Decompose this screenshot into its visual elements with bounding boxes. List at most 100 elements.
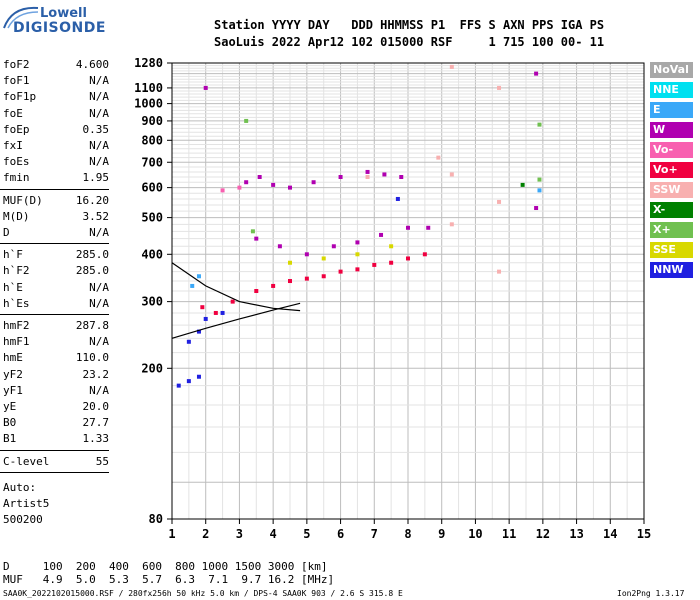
distance-row: D 100 200 400 600 800 1000 1500 3000 [km… (3, 560, 328, 573)
parameter-row: hmE 110.0 (3, 351, 109, 367)
muf-row: MUF 4.9 5.0 5.3 5.7 6.3 7.1 9.7 16.2 [MH… (3, 573, 335, 586)
parameter-value: 4.600 (75, 58, 109, 71)
echo-point (389, 260, 394, 265)
legend-item: NNW (650, 262, 693, 278)
parameter-row: hmF1 N/A (3, 335, 109, 351)
x-tick-label: 3 (236, 527, 243, 541)
echo-point (271, 283, 276, 288)
echo-point (372, 262, 377, 267)
y-tick-label: 80 (149, 512, 163, 526)
parameter-row: fxI N/A (3, 139, 109, 155)
parameter-label: foEs (3, 155, 30, 169)
parameter-row: yE 20.0 (3, 400, 109, 416)
y-tick-label: 1100 (134, 81, 163, 95)
station-header-values: SaoLuis 2022 Apr12 102 015000 RSF 1 715 … (214, 35, 605, 49)
y-tick-label: 1000 (134, 97, 163, 111)
legend-item: Vo+ (650, 162, 693, 178)
echo-point (338, 269, 343, 274)
parameter-row: fmin 1.95 (3, 171, 109, 187)
echo-point (406, 225, 410, 230)
parameter-value: 1.95 (82, 171, 110, 185)
parameter-value: 27.7 (82, 416, 110, 430)
logo-lowell-text: Lowell (40, 6, 87, 21)
chart-axes (167, 62, 645, 524)
echo-point (426, 225, 431, 230)
x-tick-label: 12 (536, 527, 550, 541)
parameter-value: 1.33 (82, 432, 110, 446)
echo-point (331, 244, 336, 249)
echo-point (537, 188, 542, 193)
legend-item: NoVal (650, 62, 693, 78)
echo-point (338, 175, 343, 179)
echo-point (422, 252, 427, 257)
echo-point (520, 182, 525, 187)
series-x+ (244, 118, 542, 234)
parameter-value: 55 (95, 454, 109, 468)
echo-point (537, 177, 542, 182)
x-tick-label: 6 (337, 527, 344, 541)
parameter-label: h`F (3, 248, 23, 262)
profile-traces (171, 262, 301, 339)
parameter-row: yF2 23.2 (3, 368, 109, 384)
parameter-row: foE N/A (3, 107, 109, 123)
echo-point (497, 269, 502, 274)
echo-point (244, 180, 249, 185)
x-tick-label: 2 (202, 527, 209, 541)
parameter-row: hmF2 287.8 (3, 319, 109, 335)
parameter-row: B0 27.7 (3, 416, 109, 432)
parameter-label: foF1 (3, 74, 30, 88)
y-tick-label: 400 (141, 247, 163, 261)
series-nnw (176, 196, 400, 388)
parameter-value: 110.0 (75, 351, 109, 365)
parameter-separator (0, 449, 109, 451)
auto-scaling-line1: Auto: (3, 480, 37, 494)
parameter-value: 16.20 (75, 193, 109, 207)
series-vo- (220, 185, 242, 193)
x-tick-label: 14 (603, 527, 617, 541)
echo-point (537, 122, 542, 127)
echo-point (382, 172, 387, 177)
parameter-row: foEp 0.35 (3, 123, 109, 139)
parameter-separator (0, 243, 109, 245)
y-tick-label: 800 (141, 133, 163, 147)
parameter-label: foF1p (3, 90, 37, 104)
echo-point (449, 172, 454, 177)
x-tick-label: 5 (303, 527, 310, 541)
parameter-row: yF1 N/A (3, 384, 109, 400)
echo-point (220, 310, 225, 315)
echo-point (395, 196, 400, 201)
echo-point (254, 236, 259, 241)
parameter-row: foEs N/A (3, 155, 109, 171)
parameter-value: N/A (89, 226, 109, 239)
x-tick-label: 11 (502, 527, 516, 541)
parameter-value: N/A (89, 335, 109, 349)
parameter-row: M(D) 3.52 (3, 210, 109, 226)
parameter-label: h`Es (3, 296, 30, 310)
echo-point (497, 199, 502, 204)
parameter-label: D (3, 226, 10, 239)
parameter-row: C-level 55 (3, 455, 109, 471)
echo-point (497, 85, 502, 90)
parameter-label: M(D) (3, 209, 30, 223)
parameter-value: N/A (89, 139, 109, 152)
x-tick-label: 1 (168, 527, 175, 541)
echo-point (186, 339, 191, 344)
echo-point (355, 240, 360, 245)
station-header-labels: Station YYYY DAY DDD HHMMSS P1 FFS S AXN… (214, 18, 605, 32)
echo-point (304, 276, 309, 281)
parameter-row: h`F2 285.0 (3, 264, 109, 280)
echo-point (311, 180, 316, 185)
echo-point (534, 206, 539, 211)
series-e (190, 188, 542, 288)
echo-point (304, 252, 309, 257)
auto-scaling-line2: Artist5 (3, 496, 50, 510)
echo-point (288, 260, 292, 265)
footer-info: SAA0K_2022102015000.RSF / 280fx256h 50 k… (3, 589, 403, 598)
parameter-value: 0.35 (82, 122, 110, 136)
echo-point (321, 256, 326, 261)
parameter-value: 287.8 (75, 319, 109, 332)
legend-item: X+ (650, 222, 693, 238)
echo-point (355, 252, 360, 257)
parameter-label: fxI (3, 139, 23, 152)
y-tick-label: 300 (141, 295, 163, 309)
